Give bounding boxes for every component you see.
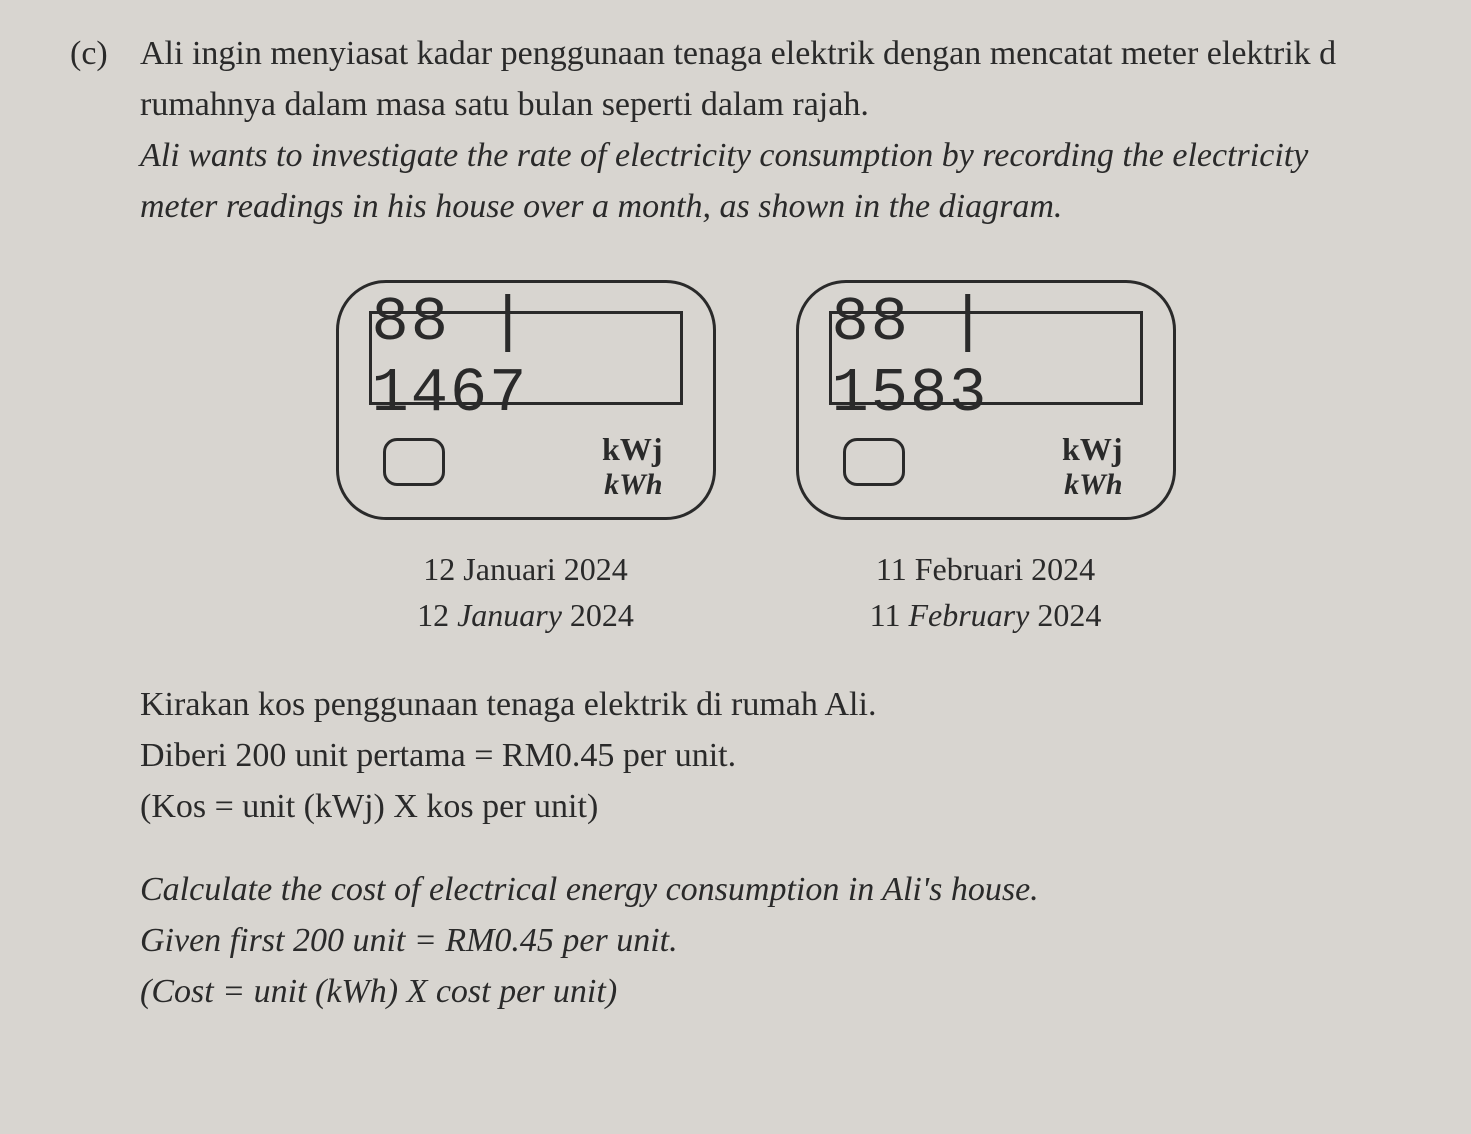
meter-right-unit-top: kWj — [1062, 431, 1122, 468]
instruction-english: Calculate the cost of electrical energy … — [140, 864, 1441, 1017]
date-left: 12 Januari 2024 12 January 2024 — [336, 546, 716, 639]
instruction-malay-line1: Kirakan kos penggunaan tenaga elektrik d… — [140, 686, 876, 723]
meter-left-button-icon — [383, 438, 445, 486]
dates-row: 12 Januari 2024 12 January 2024 11 Febru… — [70, 546, 1441, 639]
date-left-english: 12 January 2024 — [336, 592, 716, 638]
date-left-malay: 12 Januari 2024 — [336, 546, 716, 592]
question-label: (c) — [70, 28, 140, 79]
instruction-malay: Kirakan kos penggunaan tenaga elektrik d… — [140, 679, 1441, 832]
date-right: 11 Februari 2024 11 February 2024 — [796, 546, 1176, 639]
meter-left-units: kWj kWh — [602, 431, 662, 502]
meter-right-reading: 88 | 1583 — [829, 311, 1143, 405]
question-row: (c) Ali ingin menyiasat kadar penggunaan… — [70, 28, 1441, 232]
instruction-malay-line2: Diberi 200 unit pertama = RM0.45 per uni… — [140, 737, 736, 774]
english-text-line1: Ali wants to investigate the rate of ele… — [140, 137, 1308, 174]
meter-right-button-icon — [843, 438, 905, 486]
malay-text-line1: Ali ingin menyiasat kadar penggunaan ten… — [140, 35, 1336, 72]
meter-left-reading: 88 | 1467 — [369, 311, 683, 405]
meter-left-unit-bottom: kWh — [602, 468, 662, 503]
english-text-line2: meter readings in his house over a month… — [140, 188, 1062, 225]
date-right-malay: 11 Februari 2024 — [796, 546, 1176, 592]
question-body: Ali ingin menyiasat kadar penggunaan ten… — [140, 28, 1441, 232]
date-right-english: 11 February 2024 — [796, 592, 1176, 638]
instruction-malay-line3: (Kos = unit (kWj) X kos per unit) — [140, 788, 598, 825]
instruction-english-line2: Given first 200 unit = RM0.45 per unit. — [140, 922, 678, 959]
meter-left: 88 | 1467 kWj kWh — [336, 280, 716, 520]
meter-right-units: kWj kWh — [1062, 431, 1122, 502]
page: (c) Ali ingin menyiasat kadar penggunaan… — [0, 0, 1471, 1079]
instruction-english-line1: Calculate the cost of electrical energy … — [140, 871, 1039, 908]
meter-right-unit-bottom: kWh — [1062, 468, 1122, 503]
meters-row: 88 | 1467 kWj kWh 88 | 1583 kWj kWh — [70, 280, 1441, 520]
instruction-english-line3: (Cost = unit (kWh) X cost per unit) — [140, 973, 617, 1010]
meter-left-unit-top: kWj — [602, 431, 662, 468]
meter-right: 88 | 1583 kWj kWh — [796, 280, 1176, 520]
malay-text-line2: rumahnya dalam masa satu bulan seperti d… — [140, 86, 869, 123]
